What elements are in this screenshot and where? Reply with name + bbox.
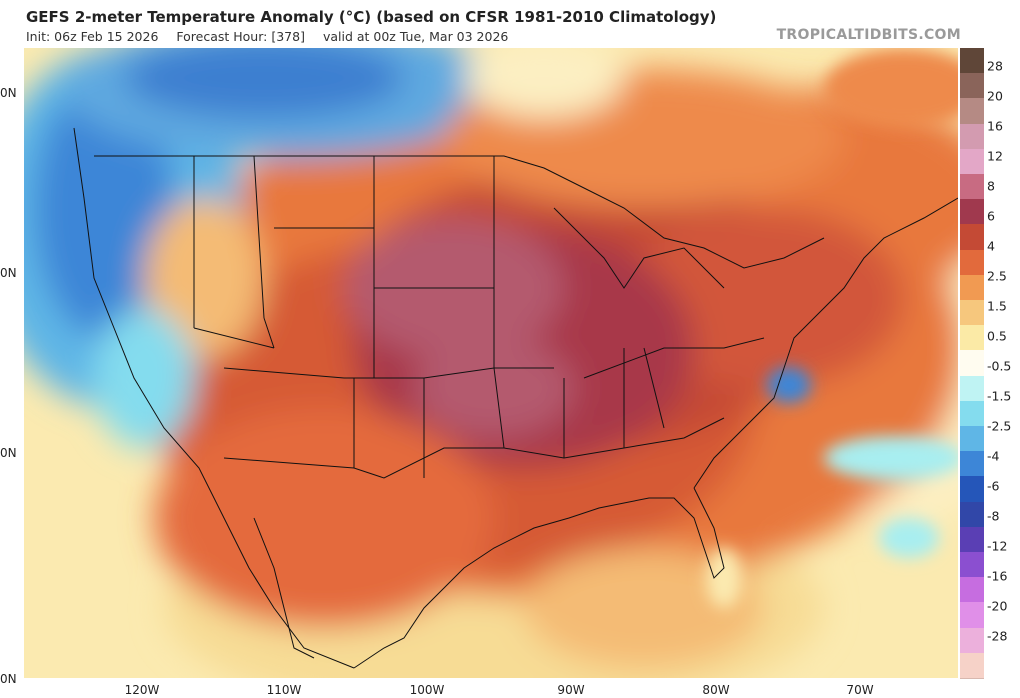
colorbar-swatch xyxy=(960,652,984,679)
colorbar-label: -6 xyxy=(987,478,1000,494)
colorbar-swatch xyxy=(960,552,984,579)
colorbar-swatch xyxy=(960,73,984,100)
colorbar-swatch xyxy=(960,224,984,251)
colorbar-swatch xyxy=(960,325,984,352)
colorbar-swatch xyxy=(960,350,984,377)
colorbar-swatch xyxy=(960,602,984,629)
lon-label: 110W xyxy=(266,683,302,697)
colorbar-label: 0.5 xyxy=(987,328,1007,344)
colorbar-swatch xyxy=(960,451,984,478)
anomaly-map xyxy=(24,48,958,678)
colorbar-swatch xyxy=(960,148,984,175)
colorbar-label: -16 xyxy=(987,568,1008,584)
colorbar-swatch xyxy=(960,249,984,276)
colorbar-swatch xyxy=(960,400,984,427)
colorbar-label: 1.5 xyxy=(987,298,1007,314)
brand-watermark: TROPICALTIDBITS.COM xyxy=(776,27,961,43)
colorbar-label: 4 xyxy=(987,238,995,254)
colorbar-swatch xyxy=(960,627,984,654)
colorbar-label: -20 xyxy=(987,598,1008,614)
colorbar-label: 2.5 xyxy=(987,268,1007,284)
colorbar-swatch xyxy=(960,526,984,553)
colorbar-swatch xyxy=(960,577,984,604)
init-time: Init: 06z Feb 15 2026 xyxy=(26,29,159,44)
anomaly-details xyxy=(706,48,958,608)
anomaly-fields xyxy=(24,48,958,678)
colorbar-label: -12 xyxy=(987,538,1008,554)
lat-label: 0N xyxy=(0,672,17,686)
colorbar-swatch xyxy=(960,476,984,503)
lon-label: 70W xyxy=(846,683,874,697)
colorbar-label: 20 xyxy=(987,88,1003,104)
colorbar-swatch xyxy=(960,501,984,528)
colorbar-swatch xyxy=(960,174,984,201)
valid-time: valid at 00z Tue, Mar 03 2026 xyxy=(322,29,509,44)
colorbar-swatch xyxy=(960,300,984,327)
lon-label: 80W xyxy=(702,683,730,697)
colorbar-swatch xyxy=(960,123,984,150)
colorbar-swatch xyxy=(960,426,984,453)
colorbar-label: -4 xyxy=(987,448,1000,464)
map-subtitle: Init: 06z Feb 15 2026 Forecast Hour: [37… xyxy=(26,29,522,44)
colorbar-label: 6 xyxy=(987,208,995,224)
lat-label: 0N xyxy=(0,446,17,460)
colorbar-label: 28 xyxy=(987,58,1003,74)
colorbar-swatch xyxy=(960,274,984,301)
lon-label: 120W xyxy=(124,683,160,697)
colorbar-legend: 28 20 16 12 8 6 4 2.5 1.5 0.5 -0.5 -1.5 -2.5 -4 -6 -8 -1… xyxy=(958,48,1020,679)
forecast-hour: Forecast Hour: [378] xyxy=(176,29,305,44)
colorbar-swatch xyxy=(960,98,984,125)
anomaly-map-svg xyxy=(24,48,958,678)
colorbar-label: -28 xyxy=(987,628,1008,644)
colorbar-label: 16 xyxy=(987,118,1003,134)
lon-label: 100W xyxy=(409,683,445,697)
colorbar-label: -0.5 xyxy=(987,358,1012,374)
lat-label: 0N xyxy=(0,266,17,280)
colorbar-swatch xyxy=(960,199,984,226)
colorbar-label: -2.5 xyxy=(987,418,1012,434)
lat-label: 0N xyxy=(0,86,17,100)
colorbar-label: -1.5 xyxy=(987,388,1012,404)
colorbar-label: -8 xyxy=(987,508,1000,524)
lon-label: 90W xyxy=(557,683,585,697)
boundaries xyxy=(73,127,958,669)
map-title: GEFS 2-meter Temperature Anomaly (°C) (b… xyxy=(26,8,717,26)
colorbar-swatch xyxy=(960,48,984,75)
colorbar-swatch xyxy=(960,375,984,402)
colorbar-label: 12 xyxy=(987,148,1003,164)
colorbar-label: 8 xyxy=(987,178,995,194)
